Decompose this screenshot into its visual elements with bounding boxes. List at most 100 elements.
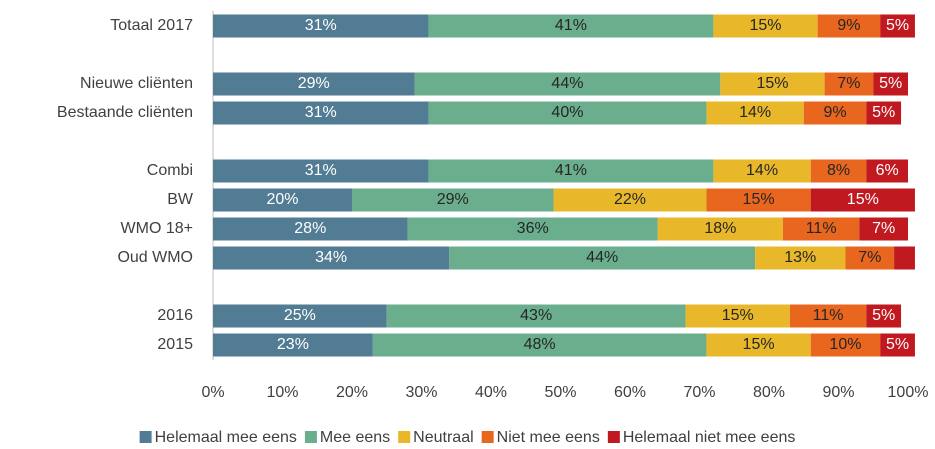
bar-segment <box>414 72 721 96</box>
data-label: 40% <box>551 104 583 121</box>
data-label: 28% <box>294 220 326 237</box>
category-label: Bestaande cliënten <box>57 104 193 121</box>
data-label: 15% <box>743 336 775 353</box>
data-label: 10% <box>829 336 861 353</box>
data-label: 7% <box>858 249 881 266</box>
x-tick-label: 0% <box>201 384 224 401</box>
data-label: 9% <box>823 104 846 121</box>
bar-segment <box>428 14 714 38</box>
data-label: 31% <box>305 104 337 121</box>
bar-segment <box>713 14 818 38</box>
data-label: 23% <box>277 336 309 353</box>
bar-segment <box>894 246 915 270</box>
data-label: 5% <box>872 104 895 121</box>
bar-segment <box>449 246 756 270</box>
data-label: 5% <box>886 17 909 34</box>
data-label: 9% <box>837 17 860 34</box>
data-label: 31% <box>305 17 337 34</box>
category-label: 2015 <box>157 336 193 353</box>
bar-segment <box>213 304 387 328</box>
x-tick-label: 90% <box>822 384 854 401</box>
bar-segment <box>755 246 846 270</box>
data-label: 13% <box>784 249 816 266</box>
data-label: 44% <box>586 249 618 266</box>
bar-segment <box>553 188 707 212</box>
data-label: 44% <box>551 75 583 92</box>
data-label: 7% <box>872 220 895 237</box>
bar-segment <box>706 333 811 357</box>
bar-segment <box>407 217 658 241</box>
legend-label: Neutraal <box>413 429 473 446</box>
category-label: BW <box>167 191 194 208</box>
data-label: 22% <box>614 191 646 208</box>
legend-label: Helemaal mee eens <box>155 429 297 446</box>
data-label: 41% <box>555 162 587 179</box>
bar-segment <box>213 159 429 183</box>
bar-segment <box>859 217 908 241</box>
legend-label: Mee eens <box>320 429 390 446</box>
data-label: 5% <box>886 336 909 353</box>
bar-segment <box>880 14 915 38</box>
bar-segment <box>789 304 867 328</box>
data-label: 31% <box>305 162 337 179</box>
x-tick-label: 20% <box>336 384 368 401</box>
bar-segment <box>880 333 915 357</box>
bar-segment <box>720 72 825 96</box>
bar-segment <box>706 101 804 125</box>
data-label: 8% <box>827 162 850 179</box>
data-label: 15% <box>756 75 788 92</box>
bar-segment <box>213 246 450 270</box>
x-tick-label: 70% <box>683 384 715 401</box>
data-label: 11% <box>806 220 837 237</box>
data-label: 29% <box>298 75 330 92</box>
legend-swatch <box>304 431 317 443</box>
bar-segment <box>866 159 908 183</box>
data-label: 14% <box>746 162 778 179</box>
x-tick-label: 100% <box>888 384 929 401</box>
data-label: 41% <box>555 17 587 34</box>
category-label: Nieuwe cliënten <box>80 75 193 92</box>
data-label: 20% <box>266 191 298 208</box>
bar-segment <box>213 333 373 357</box>
data-label: 15% <box>743 191 775 208</box>
bar-segment <box>428 101 707 125</box>
legend-swatch <box>607 431 620 443</box>
bar-segment <box>866 304 902 328</box>
legend-label: Niet mee eens <box>497 429 600 446</box>
legend-swatch <box>398 431 411 443</box>
bar-segment <box>428 159 714 183</box>
data-label: 25% <box>284 307 316 324</box>
bar-segment <box>706 188 811 212</box>
category-label: 2016 <box>157 307 193 324</box>
bar-segment <box>386 304 686 328</box>
bar-segment <box>372 333 707 357</box>
data-label: 43% <box>520 307 552 324</box>
legend-swatch <box>139 431 152 443</box>
data-label: 11% <box>813 307 844 324</box>
bar-segment <box>213 14 429 38</box>
bar-segment <box>873 72 908 96</box>
legend-swatch <box>481 431 494 443</box>
bar-segment <box>213 217 408 241</box>
category-label: Oud WMO <box>117 249 193 266</box>
bar-segment <box>713 159 811 183</box>
bar-segment <box>810 188 915 212</box>
x-tick-label: 10% <box>266 384 298 401</box>
data-label: 5% <box>872 307 895 324</box>
bar-segment <box>213 72 415 96</box>
data-label: 48% <box>524 336 556 353</box>
x-tick-label: 30% <box>405 384 437 401</box>
category-label: Combi <box>147 162 193 179</box>
bar-segment <box>845 246 895 270</box>
bar-segment <box>657 217 783 241</box>
data-label: 15% <box>750 17 782 34</box>
category-label: Totaal 2017 <box>110 17 193 34</box>
bar-segment <box>782 217 860 241</box>
legend-label: Helemaal niet mee eens <box>623 429 796 446</box>
bar-segment <box>213 188 352 212</box>
bar-segment <box>803 101 867 125</box>
bar-segment <box>810 333 881 357</box>
x-tick-label: 80% <box>753 384 785 401</box>
x-tick-label: 50% <box>544 384 576 401</box>
